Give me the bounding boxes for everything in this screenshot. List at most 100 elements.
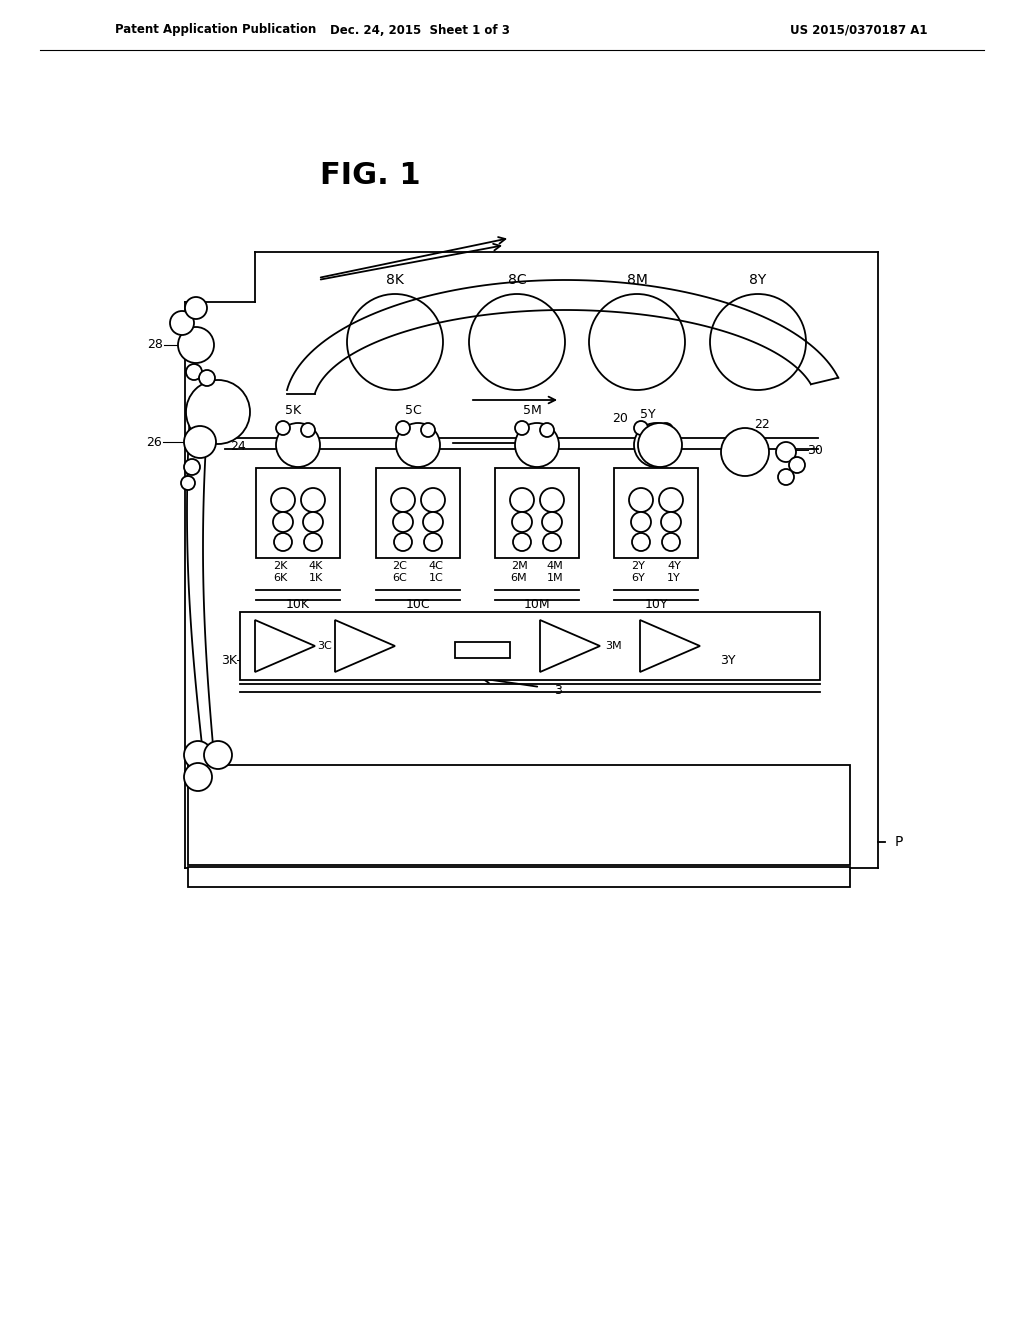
Circle shape [540, 488, 564, 512]
Text: 2C: 2C [392, 561, 408, 572]
Circle shape [790, 457, 805, 473]
Circle shape [393, 512, 413, 532]
Circle shape [515, 421, 529, 436]
Circle shape [391, 488, 415, 512]
Circle shape [512, 512, 532, 532]
Text: 28: 28 [147, 338, 163, 351]
Text: 3K: 3K [221, 653, 237, 667]
Text: 5K: 5K [285, 404, 301, 417]
Circle shape [638, 422, 682, 467]
Circle shape [659, 422, 673, 437]
Text: 1Y: 1Y [667, 573, 681, 583]
Circle shape [662, 512, 681, 532]
Circle shape [424, 533, 442, 550]
Text: 3: 3 [554, 684, 562, 697]
Text: 20: 20 [612, 412, 628, 425]
Text: 6Y: 6Y [631, 573, 645, 583]
Text: 2M: 2M [511, 561, 527, 572]
Bar [240, 612, 820, 680]
Polygon shape [540, 620, 600, 672]
Circle shape [629, 488, 653, 512]
Bar [495, 469, 579, 558]
Text: 24: 24 [230, 441, 246, 454]
Text: 22: 22 [754, 417, 770, 430]
Text: 3Y: 3Y [720, 653, 735, 667]
Circle shape [513, 533, 531, 550]
Text: 10M: 10M [523, 598, 550, 610]
Circle shape [634, 421, 648, 436]
Text: 4Y: 4Y [667, 561, 681, 572]
Circle shape [184, 741, 212, 770]
Text: 4M: 4M [547, 561, 563, 572]
Circle shape [276, 421, 290, 436]
Circle shape [396, 421, 410, 436]
Circle shape [170, 312, 194, 335]
Circle shape [721, 428, 769, 477]
Circle shape [204, 741, 232, 770]
Circle shape [421, 422, 435, 437]
Text: 8M: 8M [627, 273, 647, 286]
Text: FIG. 1: FIG. 1 [319, 161, 420, 190]
Text: 1M: 1M [547, 573, 563, 583]
Text: 30: 30 [807, 444, 823, 457]
Text: 8K: 8K [386, 273, 403, 286]
Text: 1K: 1K [309, 573, 324, 583]
Circle shape [394, 533, 412, 550]
Circle shape [632, 533, 650, 550]
Circle shape [776, 442, 796, 462]
Circle shape [542, 512, 562, 532]
Circle shape [710, 294, 806, 389]
Circle shape [396, 422, 440, 467]
Circle shape [589, 294, 685, 389]
Circle shape [186, 380, 250, 444]
Text: Dec. 24, 2015  Sheet 1 of 3: Dec. 24, 2015 Sheet 1 of 3 [330, 24, 510, 37]
Circle shape [184, 426, 216, 458]
Text: 5Y: 5Y [640, 408, 655, 421]
Circle shape [543, 533, 561, 550]
Bar [256, 469, 340, 558]
Circle shape [186, 364, 202, 380]
Circle shape [631, 512, 651, 532]
Polygon shape [255, 620, 315, 672]
Text: 8Y: 8Y [750, 273, 767, 286]
Circle shape [778, 469, 794, 484]
Circle shape [199, 370, 215, 385]
Circle shape [634, 422, 678, 467]
Circle shape [540, 422, 554, 437]
Text: 6C: 6C [392, 573, 408, 583]
Circle shape [184, 459, 200, 475]
Circle shape [347, 294, 443, 389]
Circle shape [273, 512, 293, 532]
Circle shape [178, 327, 214, 363]
Circle shape [423, 512, 443, 532]
Bar [614, 469, 698, 558]
Polygon shape [640, 620, 700, 672]
Circle shape [274, 533, 292, 550]
Text: 5C: 5C [404, 404, 421, 417]
Text: 10K: 10K [286, 598, 310, 610]
Text: 1C: 1C [429, 573, 443, 583]
Circle shape [469, 294, 565, 389]
Text: 5M: 5M [522, 404, 542, 417]
Circle shape [515, 422, 559, 467]
Circle shape [271, 488, 295, 512]
Bar [188, 766, 850, 865]
Text: 4C: 4C [429, 561, 443, 572]
Text: 10Y: 10Y [644, 598, 668, 610]
Text: 2Y: 2Y [631, 561, 645, 572]
Text: 8C: 8C [508, 273, 526, 286]
Text: P: P [895, 836, 903, 849]
Text: 3M: 3M [605, 642, 622, 651]
Text: 6M: 6M [511, 573, 527, 583]
Circle shape [185, 297, 207, 319]
Bar [376, 469, 460, 558]
Circle shape [181, 477, 195, 490]
Circle shape [184, 763, 212, 791]
Circle shape [304, 533, 322, 550]
Text: 6K: 6K [272, 573, 287, 583]
Bar [455, 642, 510, 657]
Circle shape [510, 488, 534, 512]
Circle shape [421, 488, 445, 512]
Circle shape [303, 512, 323, 532]
Circle shape [659, 488, 683, 512]
